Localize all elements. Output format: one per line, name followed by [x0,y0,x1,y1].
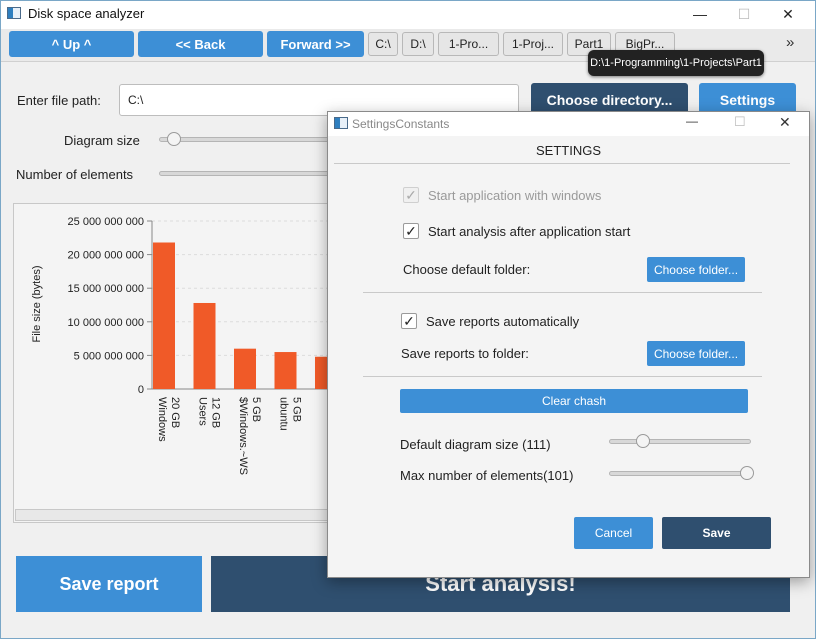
max-elements-label: Max number of elements(101) [400,468,574,483]
save-reports-folder-label: Save reports to folder: [401,346,529,361]
max-elements-thumb[interactable] [740,466,754,480]
clear-cache-button[interactable]: Clear chash [400,389,748,413]
title-bar [1,1,815,29]
path-button-d[interactable]: D:\ [402,32,434,56]
default-diagram-size-label: Default diagram size (111) [400,437,551,452]
app-icon [7,7,21,19]
window-title: Disk space analyzer [28,6,145,21]
chart-horizontal-scrollbar[interactable] [15,509,341,521]
x-tick-label: 20 GB [169,397,181,428]
dialog-app-icon [334,117,348,129]
bar [234,348,256,389]
choose-report-folder-button[interactable]: Choose folder... [647,341,745,366]
diagram-size-thumb[interactable] [167,132,181,146]
path-button-c[interactable]: C:\ [368,32,398,56]
diagram-size-slider[interactable] [159,137,341,142]
dialog-title: SettingsConstants [352,117,450,131]
max-elements-slider[interactable] [609,471,751,476]
y-tick-label: 20 000 000 000 [68,250,144,262]
y-tick-label: 25 000 000 000 [68,216,144,228]
forward-button[interactable]: Forward >> [267,31,364,57]
number-elements-slider[interactable] [159,171,341,176]
save-reports-auto-checkbox[interactable]: ✓ [401,313,417,329]
dialog-title-bar [328,112,809,136]
settings-heading: SETTINGS [535,143,601,158]
y-tick-label: 10 000 000 000 [68,317,144,329]
path-input[interactable]: C:\ [119,84,519,116]
start-analysis-after-label: Start analysis after application start [428,224,631,239]
default-diagram-size-thumb[interactable] [636,434,650,448]
dialog-minimize-button[interactable]: — [686,114,698,128]
path-tooltip: D:\1-Programming\1-Projects\Part1 [588,50,764,76]
x-tick-label: $Windows.~WS [237,397,249,475]
choose-default-folder-button[interactable]: Choose folder... [647,257,745,282]
bar-chart: 25 000 000 000 20 000 000 000 15 000 000 0… [31,216,344,475]
settings-button[interactable]: Settings [699,83,796,117]
y-tick-label: 5 000 000 000 [74,350,144,362]
x-tick-label: 5 GB [291,397,303,422]
number-elements-label: Number of elements [16,167,134,182]
start-with-windows-checkbox[interactable]: ✓ [403,187,419,203]
diagram-size-label: Diagram size [64,133,140,148]
separator [363,376,762,377]
default-diagram-size-slider[interactable] [609,439,751,444]
save-button[interactable]: Save [662,517,771,549]
bar [193,302,216,389]
path-label: Enter file path: [17,93,101,108]
y-axis-label: File size (bytes) [31,265,43,342]
path-button-1-projects[interactable]: 1-Proj... [503,32,563,56]
save-reports-auto-label: Save reports automatically [426,314,580,329]
dialog-close-button[interactable]: ✕ [779,114,791,130]
chart-panel: 25 000 000 000 20 000 000 000 15 000 000 0… [13,203,344,523]
x-tick-label: 5 GB [250,397,262,422]
x-tick-label: ubuntu [278,397,290,431]
separator [334,163,790,164]
bar [153,242,175,389]
start-with-windows-label: Start application with windows [428,188,602,203]
up-button[interactable]: ^ Up ^ [9,31,134,57]
overflow-chevron-icon[interactable]: » [786,34,795,51]
maximize-button[interactable]: ☐ [737,5,751,22]
path-button-1-programming[interactable]: 1-Pro... [438,32,499,56]
x-tick-label: Users [197,397,209,426]
save-report-button[interactable]: Save report [16,556,202,612]
dialog-maximize-button[interactable]: ☐ [734,114,746,129]
back-button[interactable]: << Back [138,31,263,57]
cancel-button[interactable]: Cancel [574,517,653,549]
close-button[interactable]: ✕ [782,5,794,22]
bar [274,352,297,389]
default-folder-label: Choose default folder: [403,262,531,277]
start-analysis-after-checkbox[interactable]: ✓ [403,223,419,239]
y-tick-label: 15 000 000 000 [68,283,144,295]
y-tick-label: 0 [138,384,144,396]
x-tick-label: 12 GB [210,397,222,428]
separator [363,292,762,293]
minimize-button[interactable]: — [693,6,707,22]
x-tick-label: Windows [156,397,168,442]
